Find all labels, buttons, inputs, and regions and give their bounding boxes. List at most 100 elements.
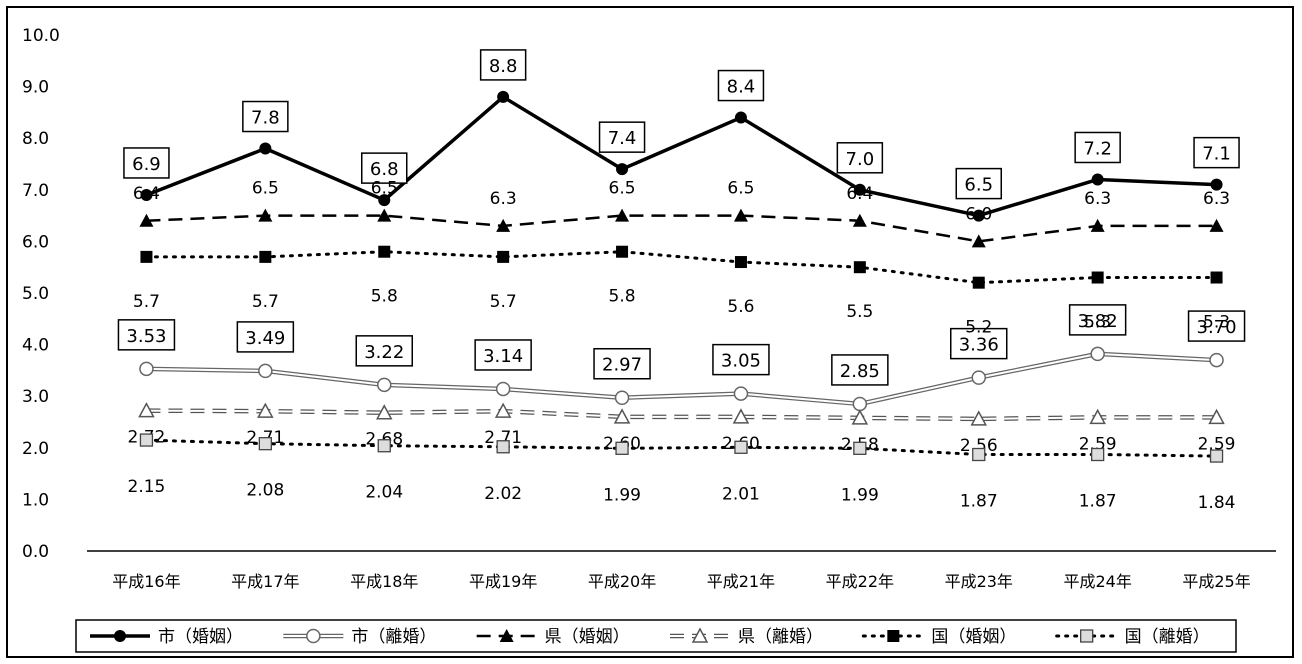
legend-marker bbox=[499, 629, 514, 642]
legend-marker bbox=[691, 627, 709, 643]
data-point bbox=[1208, 408, 1225, 425]
data-label: 2.08 bbox=[246, 481, 284, 501]
x-tick-label: 平成24年 bbox=[1063, 572, 1131, 591]
data-label-box bbox=[1187, 310, 1246, 342]
data-point bbox=[258, 208, 273, 222]
x-tick-label: 平成19年 bbox=[469, 572, 537, 591]
data-point bbox=[258, 437, 273, 451]
y-tick-label: 6.0 bbox=[22, 232, 49, 252]
legend-label: 市（離婚） bbox=[351, 627, 436, 647]
data-label: 5.7 bbox=[490, 292, 517, 312]
data-label: 2.02 bbox=[484, 484, 522, 504]
data-label: 1.99 bbox=[841, 485, 879, 505]
data-label-box bbox=[355, 335, 413, 367]
data-label: 5.8 bbox=[609, 287, 636, 307]
data-point bbox=[615, 441, 629, 455]
legend-label: 県（離婚） bbox=[738, 627, 823, 647]
data-point bbox=[1089, 408, 1106, 425]
data-label-box bbox=[598, 121, 646, 153]
series-line bbox=[144, 438, 1219, 458]
data-point bbox=[613, 408, 631, 424]
data-label: 5.6 bbox=[727, 297, 754, 317]
data-label: 3.22 bbox=[364, 342, 404, 363]
data-point bbox=[1091, 173, 1104, 186]
data-label: 3.82 bbox=[1078, 311, 1118, 332]
data-point bbox=[377, 208, 392, 222]
legend-label: 国（婚姻） bbox=[931, 627, 1016, 647]
data-label: 8.4 bbox=[727, 77, 756, 98]
legend-label: 国（離婚） bbox=[1125, 627, 1210, 647]
data-point bbox=[734, 440, 748, 454]
data-point bbox=[1210, 271, 1223, 284]
data-label: 1.87 bbox=[1079, 492, 1117, 512]
data-label: 6.3 bbox=[1203, 189, 1230, 209]
data-point bbox=[970, 410, 988, 426]
series-line bbox=[145, 95, 1217, 218]
data-label-box bbox=[1068, 304, 1127, 336]
data-point bbox=[139, 433, 154, 447]
data-label: 6.9 bbox=[132, 154, 161, 175]
x-tick-label: 平成25年 bbox=[1182, 572, 1250, 591]
data-label: 8.8 bbox=[489, 56, 518, 77]
data-label: 2.59 bbox=[1198, 434, 1236, 454]
y-tick-label: 0.0 bbox=[22, 542, 49, 562]
data-point bbox=[1209, 352, 1224, 368]
y-tick-label: 3.0 bbox=[22, 387, 49, 407]
data-point bbox=[139, 213, 154, 227]
data-point bbox=[1091, 447, 1105, 462]
data-point bbox=[497, 90, 510, 103]
data-label-box bbox=[236, 321, 295, 353]
data-point bbox=[497, 250, 510, 263]
data-point bbox=[140, 188, 153, 201]
data-label: 3.14 bbox=[483, 346, 523, 367]
data-label: 6.0 bbox=[965, 204, 992, 224]
data-point bbox=[734, 111, 747, 124]
data-label-box bbox=[955, 167, 1002, 200]
data-point bbox=[972, 276, 985, 289]
data-label: 3.05 bbox=[721, 351, 761, 372]
data-label: 6.5 bbox=[727, 179, 754, 199]
data-point bbox=[377, 377, 392, 393]
data-point bbox=[375, 404, 393, 420]
data-label: 7.2 bbox=[1083, 138, 1112, 159]
series-line-inner bbox=[146, 409, 1217, 420]
data-point bbox=[853, 441, 867, 455]
data-label: 1.84 bbox=[1198, 493, 1236, 513]
data-point bbox=[138, 402, 155, 418]
data-label: 2.97 bbox=[602, 355, 642, 376]
data-label: 5.3 bbox=[1203, 313, 1230, 333]
data-label-box bbox=[474, 339, 532, 371]
legend-marker bbox=[1080, 629, 1094, 643]
data-point bbox=[1091, 271, 1104, 284]
data-label: 2.01 bbox=[722, 484, 760, 504]
data-point bbox=[1210, 178, 1223, 191]
y-tick-label: 7.0 bbox=[22, 181, 49, 201]
data-label-box bbox=[593, 347, 651, 380]
data-point bbox=[972, 447, 986, 462]
data-label: 3.49 bbox=[245, 328, 285, 349]
data-label: 3.36 bbox=[959, 335, 999, 356]
data-point bbox=[971, 370, 986, 385]
legend-label: 市（婚姻） bbox=[158, 627, 243, 647]
data-label: 2.85 bbox=[840, 361, 880, 382]
data-label: 5.7 bbox=[133, 292, 160, 312]
data-label: 6.5 bbox=[964, 175, 993, 196]
y-tick-label: 4.0 bbox=[22, 336, 49, 356]
x-tick-label: 平成21年 bbox=[707, 572, 775, 591]
y-tick-label: 2.0 bbox=[22, 439, 49, 459]
data-point bbox=[494, 402, 512, 418]
data-label-box bbox=[123, 147, 170, 179]
data-point bbox=[971, 234, 986, 248]
data-point bbox=[259, 142, 272, 155]
data-label-box bbox=[717, 69, 765, 102]
data-point bbox=[140, 250, 153, 263]
data-label-box bbox=[117, 319, 176, 351]
data-label: 1.87 bbox=[960, 492, 998, 512]
data-label: 5.3 bbox=[1084, 313, 1111, 333]
data-label-box bbox=[479, 49, 527, 81]
series-line-inner bbox=[146, 352, 1217, 405]
data-label: 6.4 bbox=[846, 184, 873, 204]
data-point bbox=[496, 440, 510, 454]
data-label: 2.56 bbox=[960, 436, 998, 456]
data-label: 5.5 bbox=[846, 302, 873, 322]
